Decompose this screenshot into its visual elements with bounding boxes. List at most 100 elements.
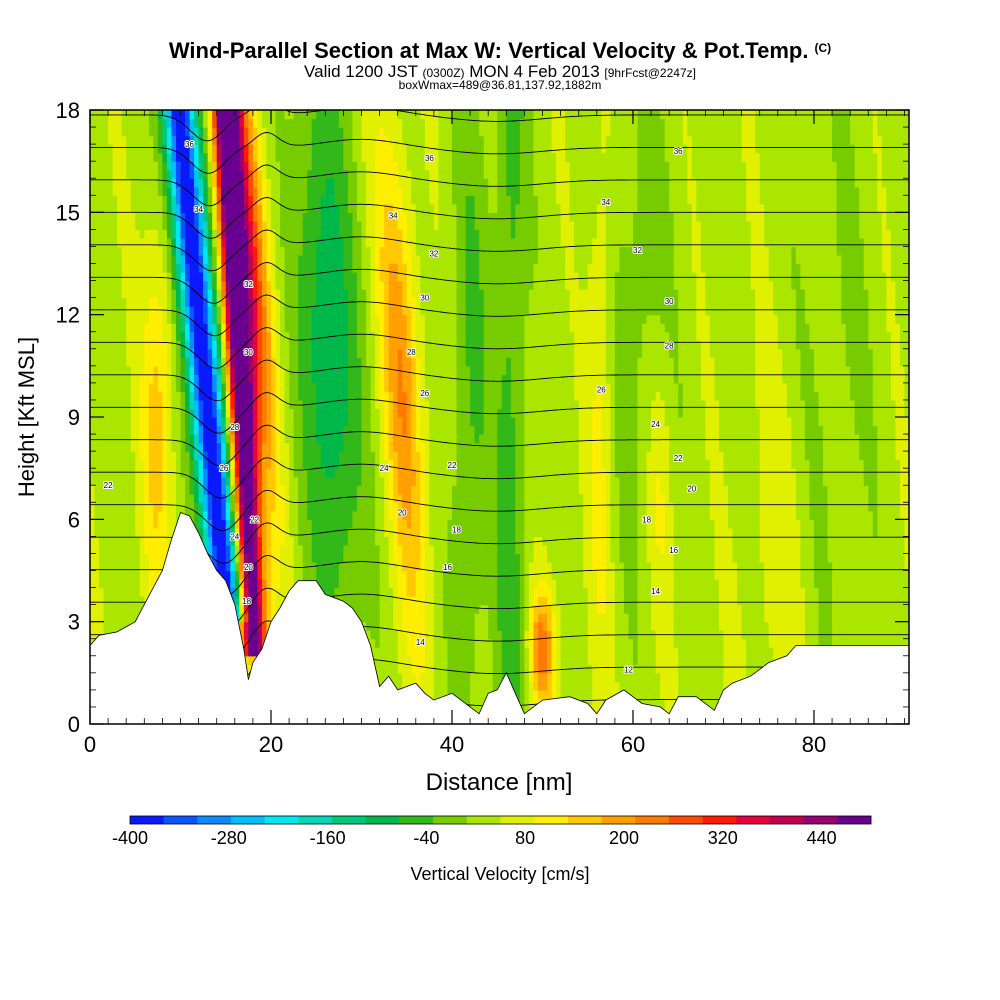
field-cell [379, 237, 385, 248]
field-cell [153, 169, 159, 179]
field-cell [316, 391, 322, 401]
field-cell [320, 203, 326, 213]
field-cell [361, 510, 367, 520]
field-cell [338, 442, 344, 452]
field-cell [384, 553, 390, 563]
field-cell [194, 459, 200, 469]
field-cell [275, 553, 281, 563]
field-cell [171, 110, 177, 120]
field-cell [117, 613, 123, 623]
field-cell [112, 442, 118, 452]
field-cell [366, 110, 372, 120]
field-cell [194, 152, 200, 162]
field-cell [325, 365, 331, 375]
field-cell [298, 144, 304, 154]
field-cell [289, 451, 295, 461]
field-cell [402, 621, 408, 631]
field-cell [266, 152, 272, 162]
field-cell [157, 254, 163, 265]
field-cell [298, 254, 304, 265]
field-cell [388, 280, 394, 290]
field-cell [108, 169, 114, 179]
field-cell [207, 442, 213, 452]
field-cell [347, 408, 354, 418]
field-cell [325, 476, 331, 486]
field-cell [248, 510, 254, 520]
field-cell [144, 178, 150, 188]
field-cell [261, 536, 268, 546]
field-cell [289, 365, 295, 375]
field-cell [139, 263, 145, 273]
field-cell [275, 408, 281, 418]
field-cell [257, 382, 263, 393]
field-cell [117, 280, 123, 290]
field-cell [397, 306, 403, 316]
field-cell [284, 186, 290, 196]
field-cell [293, 434, 299, 444]
field-cell [198, 178, 204, 188]
field-cell [361, 272, 367, 282]
field-cell [334, 272, 340, 282]
field-cell [171, 272, 177, 282]
field-cell [153, 135, 159, 145]
field-cell [166, 391, 173, 401]
field-cell [225, 579, 231, 589]
field-cell [94, 272, 100, 282]
field-cell [234, 417, 240, 427]
field-cell [388, 161, 394, 171]
field-cell [316, 485, 322, 495]
field-cell [388, 451, 394, 461]
field-cell [379, 314, 385, 324]
field-cell [166, 527, 173, 537]
field-cell [94, 152, 100, 162]
field-cell [243, 544, 249, 555]
field-cell [388, 519, 394, 529]
field-cell [293, 365, 299, 375]
field-cell [347, 434, 354, 444]
field-cell [257, 314, 263, 324]
field-cell [198, 144, 204, 154]
field-cell [185, 434, 191, 444]
field-cell [175, 212, 182, 222]
field-cell [361, 203, 367, 213]
field-cell [166, 442, 173, 452]
field-cell [325, 442, 331, 452]
field-cell [135, 331, 141, 341]
field-cell [230, 203, 236, 213]
field-cell [361, 485, 367, 495]
field-cell [157, 519, 163, 529]
field-cell [334, 195, 340, 205]
field-cell [275, 536, 281, 546]
field-cell [130, 493, 136, 503]
field-cell [216, 442, 222, 452]
field-cell [144, 152, 150, 162]
field-cell [270, 493, 277, 503]
field-cell [388, 425, 394, 435]
field-cell [198, 289, 204, 299]
field-cell [289, 340, 295, 350]
field-cell [221, 519, 227, 529]
field-cell [103, 314, 109, 324]
field-cell [307, 459, 313, 469]
field-cell [112, 485, 118, 495]
field-cell [194, 408, 200, 418]
field-cell [361, 186, 367, 196]
field-cell [293, 229, 299, 239]
field-cell [311, 510, 317, 520]
field-cell [180, 391, 186, 401]
field-cell [126, 254, 132, 265]
field-cell [94, 314, 100, 324]
field-cell [280, 399, 286, 410]
field-cell [126, 382, 132, 393]
field-cell [343, 110, 349, 120]
field-cell [148, 297, 154, 307]
field-cell [185, 374, 191, 384]
field-cell [117, 246, 123, 256]
field-cell [126, 144, 132, 154]
field-cell [347, 596, 354, 606]
field-cell [99, 152, 105, 162]
field-cell [108, 297, 114, 307]
field-cell [90, 297, 96, 307]
field-cell [212, 391, 218, 401]
field-cell [90, 596, 96, 606]
